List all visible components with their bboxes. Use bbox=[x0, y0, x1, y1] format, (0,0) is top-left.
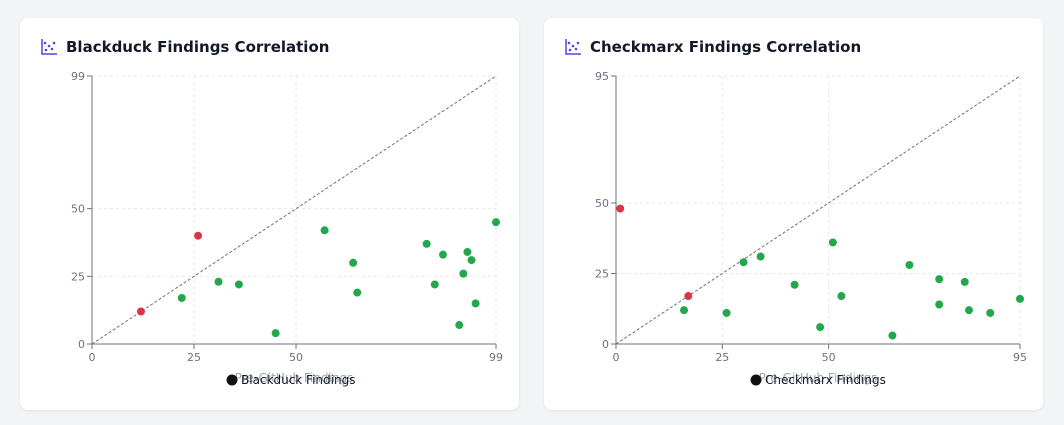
data-point bbox=[320, 226, 329, 235]
data-point bbox=[463, 247, 472, 256]
data-point bbox=[353, 288, 362, 297]
x-tick-label: 50 bbox=[289, 351, 303, 364]
x-tick-label: 99 bbox=[489, 351, 503, 364]
data-point bbox=[837, 292, 846, 301]
data-point bbox=[888, 331, 897, 340]
chart-title: Checkmarx Findings Correlation bbox=[590, 38, 862, 56]
data-point bbox=[459, 269, 468, 278]
data-point bbox=[722, 308, 731, 317]
data-point bbox=[935, 275, 944, 284]
chart-title: Blackduck Findings Correlation bbox=[66, 38, 330, 56]
data-point bbox=[422, 239, 431, 248]
scatter-chart-icon bbox=[565, 39, 581, 55]
y-tick-label: 50 bbox=[71, 203, 85, 216]
x-tick-label: 0 bbox=[613, 351, 620, 364]
blackduck-chart-card: Blackduck Findings Correlation 0 25 50 99 0 2… bbox=[20, 18, 519, 410]
data-point bbox=[816, 323, 825, 332]
data-point bbox=[739, 258, 748, 267]
checkmarx-scatter-plot: 0 25 50 95 0 25 50 95 Pre-GitHub FindingsCheckma… bbox=[595, 70, 1027, 387]
data-point bbox=[194, 231, 203, 240]
x-tick-label: 95 bbox=[1013, 351, 1027, 364]
data-point bbox=[455, 321, 464, 330]
data-point bbox=[986, 308, 995, 317]
x-tick-label: 50 bbox=[822, 351, 836, 364]
y-tick-label: 0 bbox=[602, 338, 609, 351]
blackduck-scatter-plot: 0 25 50 99 0 25 50 99 Pre-GitHub FindingsBlackdu… bbox=[71, 70, 503, 387]
data-point bbox=[756, 252, 765, 261]
data-point bbox=[905, 261, 914, 270]
card-header: Blackduck Findings Correlation bbox=[40, 38, 329, 56]
data-point bbox=[492, 218, 500, 227]
data-point bbox=[1016, 294, 1024, 303]
x-tick-label: 0 bbox=[89, 351, 96, 364]
data-point bbox=[234, 280, 243, 289]
data-point bbox=[271, 329, 280, 338]
data-point bbox=[177, 293, 186, 302]
scatter-chart-icon bbox=[41, 39, 57, 55]
x-tick-label: 25 bbox=[187, 351, 201, 364]
legend-label: Blackduck Findings bbox=[241, 373, 355, 387]
reference-diagonal-line bbox=[615, 75, 1021, 345]
y-tick-label: 0 bbox=[78, 338, 85, 351]
legend-marker bbox=[226, 374, 238, 386]
y-tick-label: 25 bbox=[71, 270, 85, 283]
data-point bbox=[136, 307, 145, 316]
data-point bbox=[430, 280, 439, 289]
data-point bbox=[467, 256, 476, 265]
y-tick-label: 99 bbox=[71, 70, 85, 83]
data-point bbox=[684, 292, 693, 301]
x-axis-label: Pre-GitHub Findings bbox=[235, 371, 354, 385]
data-point bbox=[616, 204, 625, 213]
data-point bbox=[828, 238, 837, 247]
data-point bbox=[935, 300, 944, 309]
legend-marker bbox=[750, 374, 762, 386]
x-tick-label: 25 bbox=[715, 351, 729, 364]
y-tick-label: 50 bbox=[595, 197, 609, 210]
checkmarx-chart-card: Checkmarx Findings Correlation 0 25 50 95 0 2… bbox=[544, 18, 1043, 410]
card-header: Checkmarx Findings Correlation bbox=[564, 38, 861, 56]
data-point bbox=[438, 250, 447, 259]
data-point bbox=[790, 280, 799, 289]
data-point bbox=[964, 306, 973, 315]
y-tick-label: 95 bbox=[595, 70, 609, 83]
data-point bbox=[680, 306, 689, 315]
y-tick-label: 25 bbox=[595, 267, 609, 280]
data-point bbox=[214, 277, 223, 286]
data-point bbox=[349, 258, 358, 267]
reference-diagonal-line bbox=[91, 75, 497, 345]
legend-label: Checkmarx Findings bbox=[765, 373, 886, 387]
data-point bbox=[960, 277, 969, 286]
x-axis-label: Pre-GitHub Findings bbox=[759, 371, 878, 385]
data-point bbox=[471, 299, 480, 308]
